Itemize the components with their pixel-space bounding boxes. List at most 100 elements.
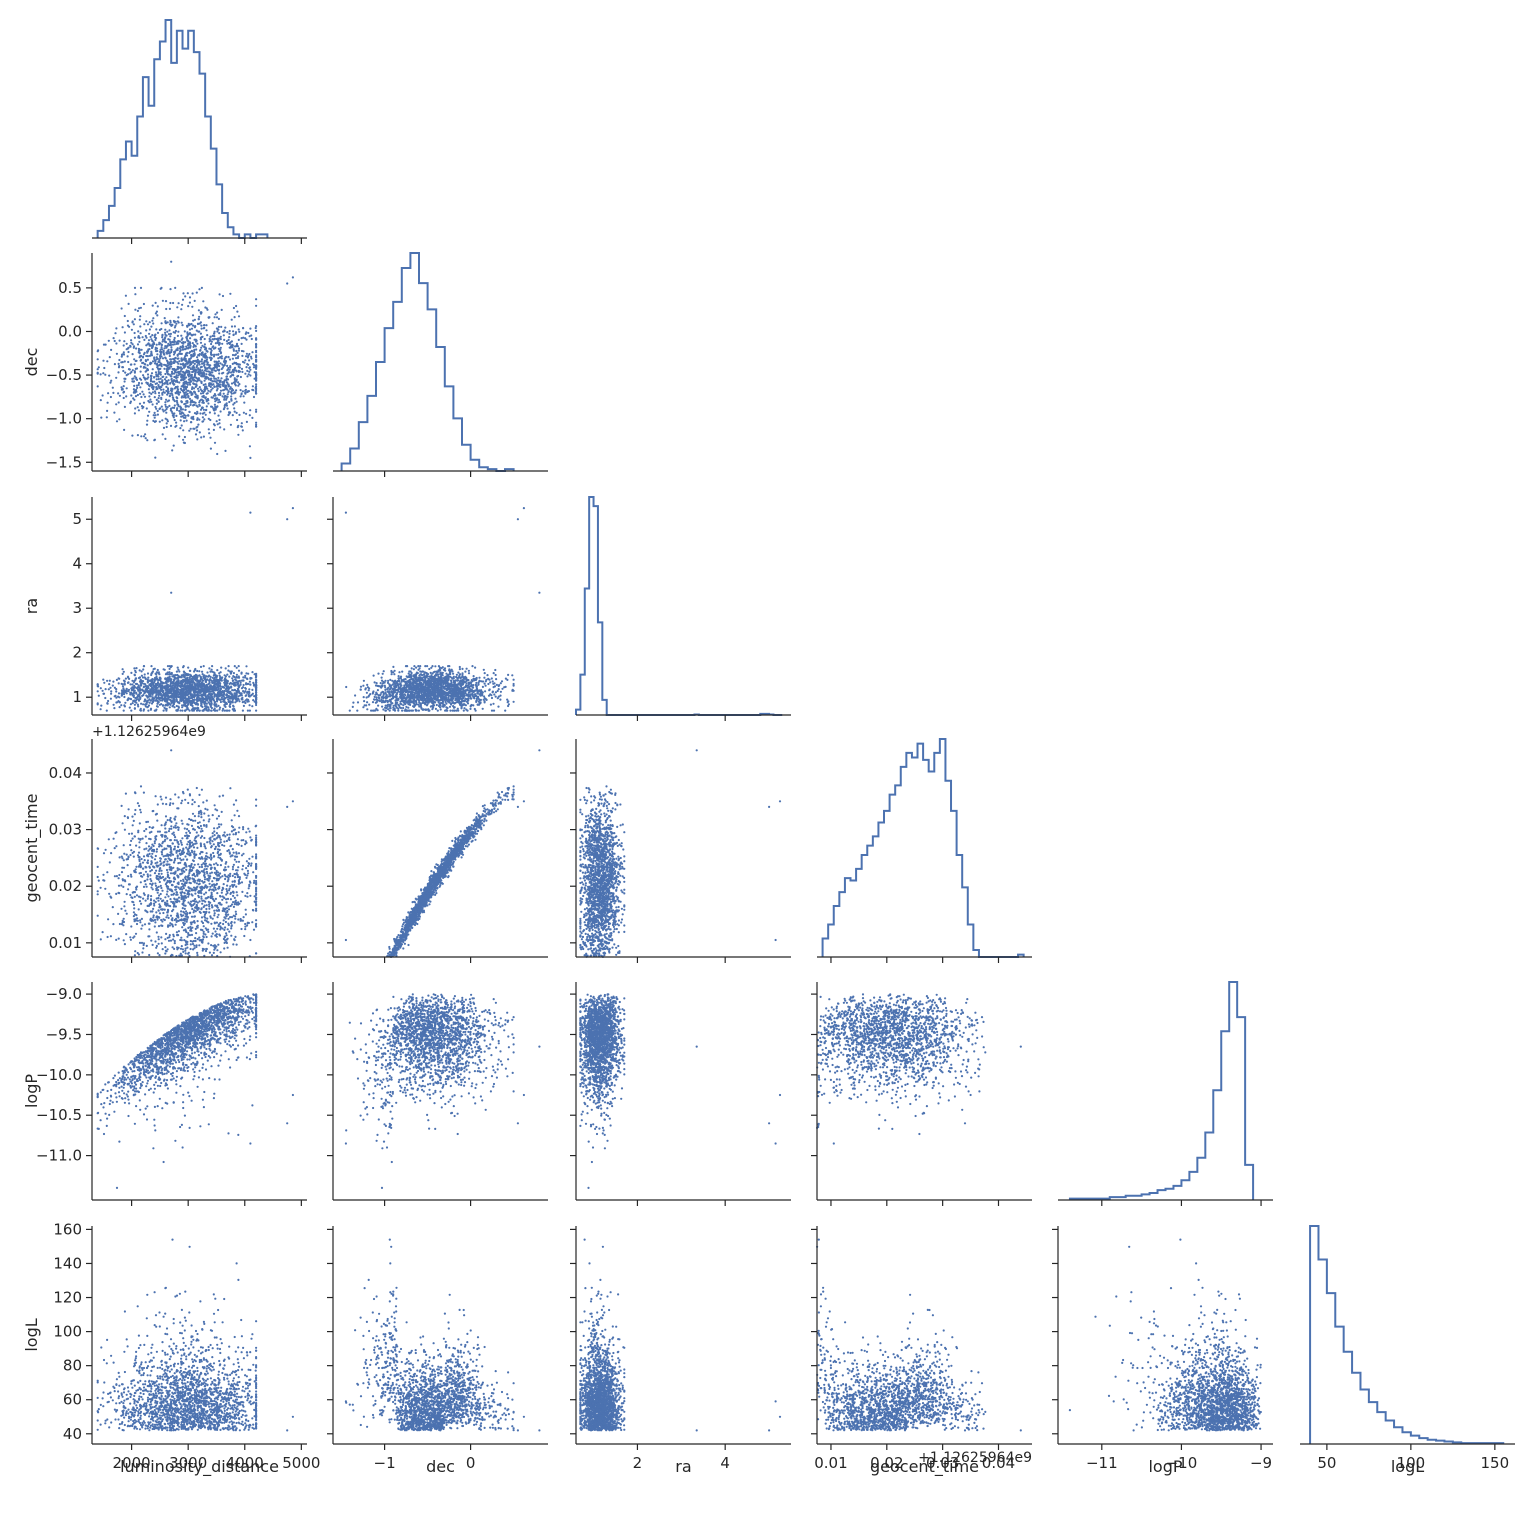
scatter-point bbox=[222, 408, 225, 411]
scatter-point bbox=[185, 419, 188, 422]
scatter-point bbox=[122, 391, 125, 394]
scatter-point bbox=[107, 688, 110, 691]
scatter-point bbox=[246, 691, 249, 694]
scatter-point bbox=[177, 330, 180, 333]
scatter-point bbox=[181, 303, 184, 306]
scatter-point bbox=[195, 678, 198, 681]
scatter-point bbox=[236, 418, 239, 422]
scatter-point bbox=[118, 394, 121, 397]
scatter-point bbox=[201, 369, 204, 372]
scatter-point bbox=[154, 312, 157, 315]
scatter-point bbox=[406, 693, 409, 696]
scatter-point bbox=[236, 690, 239, 693]
scatter-point bbox=[511, 674, 514, 677]
scatter-point bbox=[499, 698, 502, 701]
scatter-point bbox=[248, 709, 251, 712]
scatter-point bbox=[158, 328, 161, 331]
scatter-point bbox=[155, 673, 158, 676]
scatter-point bbox=[179, 345, 182, 348]
scatter-point bbox=[181, 298, 185, 301]
scatter-point bbox=[211, 685, 214, 688]
scatter-point bbox=[222, 392, 225, 395]
scatter-point bbox=[380, 698, 383, 701]
scatter-point bbox=[457, 671, 460, 674]
scatter-point bbox=[206, 361, 209, 365]
scatter-point bbox=[234, 366, 237, 369]
scatter-point bbox=[166, 362, 169, 365]
scatter-point bbox=[174, 286, 177, 289]
scatter-point bbox=[155, 343, 158, 346]
scatter-point bbox=[213, 316, 216, 319]
scatter-point bbox=[198, 431, 201, 434]
scatter-point bbox=[144, 433, 147, 436]
scatter-point bbox=[179, 695, 182, 698]
scatter-point bbox=[251, 388, 254, 391]
scatter-point bbox=[106, 702, 109, 705]
scatter-point bbox=[235, 370, 238, 373]
scatter-point bbox=[206, 694, 209, 697]
scatter-point bbox=[181, 374, 184, 377]
scatter-point bbox=[216, 669, 219, 672]
scatter-point bbox=[228, 709, 231, 712]
scatter-point bbox=[173, 706, 176, 709]
scatter-point bbox=[199, 677, 203, 681]
scatter-point bbox=[209, 385, 212, 388]
scatter-point bbox=[208, 411, 211, 414]
scatter-point bbox=[115, 420, 119, 423]
scatter-point bbox=[192, 324, 195, 327]
scatter-point bbox=[135, 667, 138, 670]
scatter-point bbox=[133, 371, 136, 374]
scatter-point bbox=[139, 392, 142, 395]
scatter-point bbox=[490, 677, 493, 680]
scatter-point bbox=[186, 392, 189, 395]
scatter-point bbox=[173, 343, 176, 346]
scatter-point bbox=[142, 302, 145, 306]
scatter-point bbox=[235, 673, 238, 676]
scatter-point bbox=[252, 366, 256, 369]
scatter-point bbox=[175, 424, 178, 427]
scatter-point bbox=[202, 383, 205, 386]
scatter-point bbox=[154, 405, 157, 409]
scatter-point bbox=[146, 678, 149, 681]
scatter-point bbox=[291, 507, 294, 510]
scatter-point bbox=[218, 342, 221, 345]
scatter-point bbox=[134, 395, 138, 398]
scatter-point bbox=[123, 704, 126, 707]
scatter-point bbox=[142, 353, 146, 356]
scatter-point bbox=[219, 393, 222, 396]
scatter-point bbox=[96, 372, 99, 375]
scatter-point bbox=[134, 308, 137, 311]
scatter-point bbox=[481, 680, 485, 683]
scatter-point bbox=[139, 355, 142, 358]
scatter-point bbox=[131, 343, 134, 346]
scatter-point bbox=[172, 701, 175, 704]
scatter-point bbox=[117, 682, 120, 685]
scatter-point bbox=[286, 282, 289, 285]
scatter-ra-vs-dec bbox=[344, 507, 541, 712]
scatter-point bbox=[255, 360, 258, 363]
scatter-point bbox=[149, 688, 152, 691]
scatter-point bbox=[379, 682, 382, 685]
scatter-point bbox=[122, 396, 125, 400]
scatter-point bbox=[192, 354, 195, 357]
scatter-point bbox=[168, 685, 171, 688]
scatter-point bbox=[224, 701, 227, 704]
scatter-point bbox=[140, 670, 143, 673]
scatter-point bbox=[149, 685, 152, 688]
scatter-point bbox=[213, 693, 216, 696]
scatter-point bbox=[161, 704, 165, 707]
scatter-point bbox=[117, 700, 120, 703]
scatter-point bbox=[150, 400, 153, 403]
scatter-point bbox=[204, 306, 207, 309]
scatter-point bbox=[291, 276, 294, 279]
scatter-point bbox=[235, 676, 239, 679]
scatter-point bbox=[163, 367, 166, 370]
scatter-point bbox=[215, 675, 218, 678]
scatter-point bbox=[186, 405, 189, 408]
scatter-point bbox=[162, 388, 165, 391]
scatter-point bbox=[201, 697, 204, 700]
scatter-point bbox=[154, 346, 157, 349]
scatter-point bbox=[218, 422, 221, 425]
scatter-point bbox=[205, 329, 208, 332]
scatter-point bbox=[124, 677, 127, 680]
